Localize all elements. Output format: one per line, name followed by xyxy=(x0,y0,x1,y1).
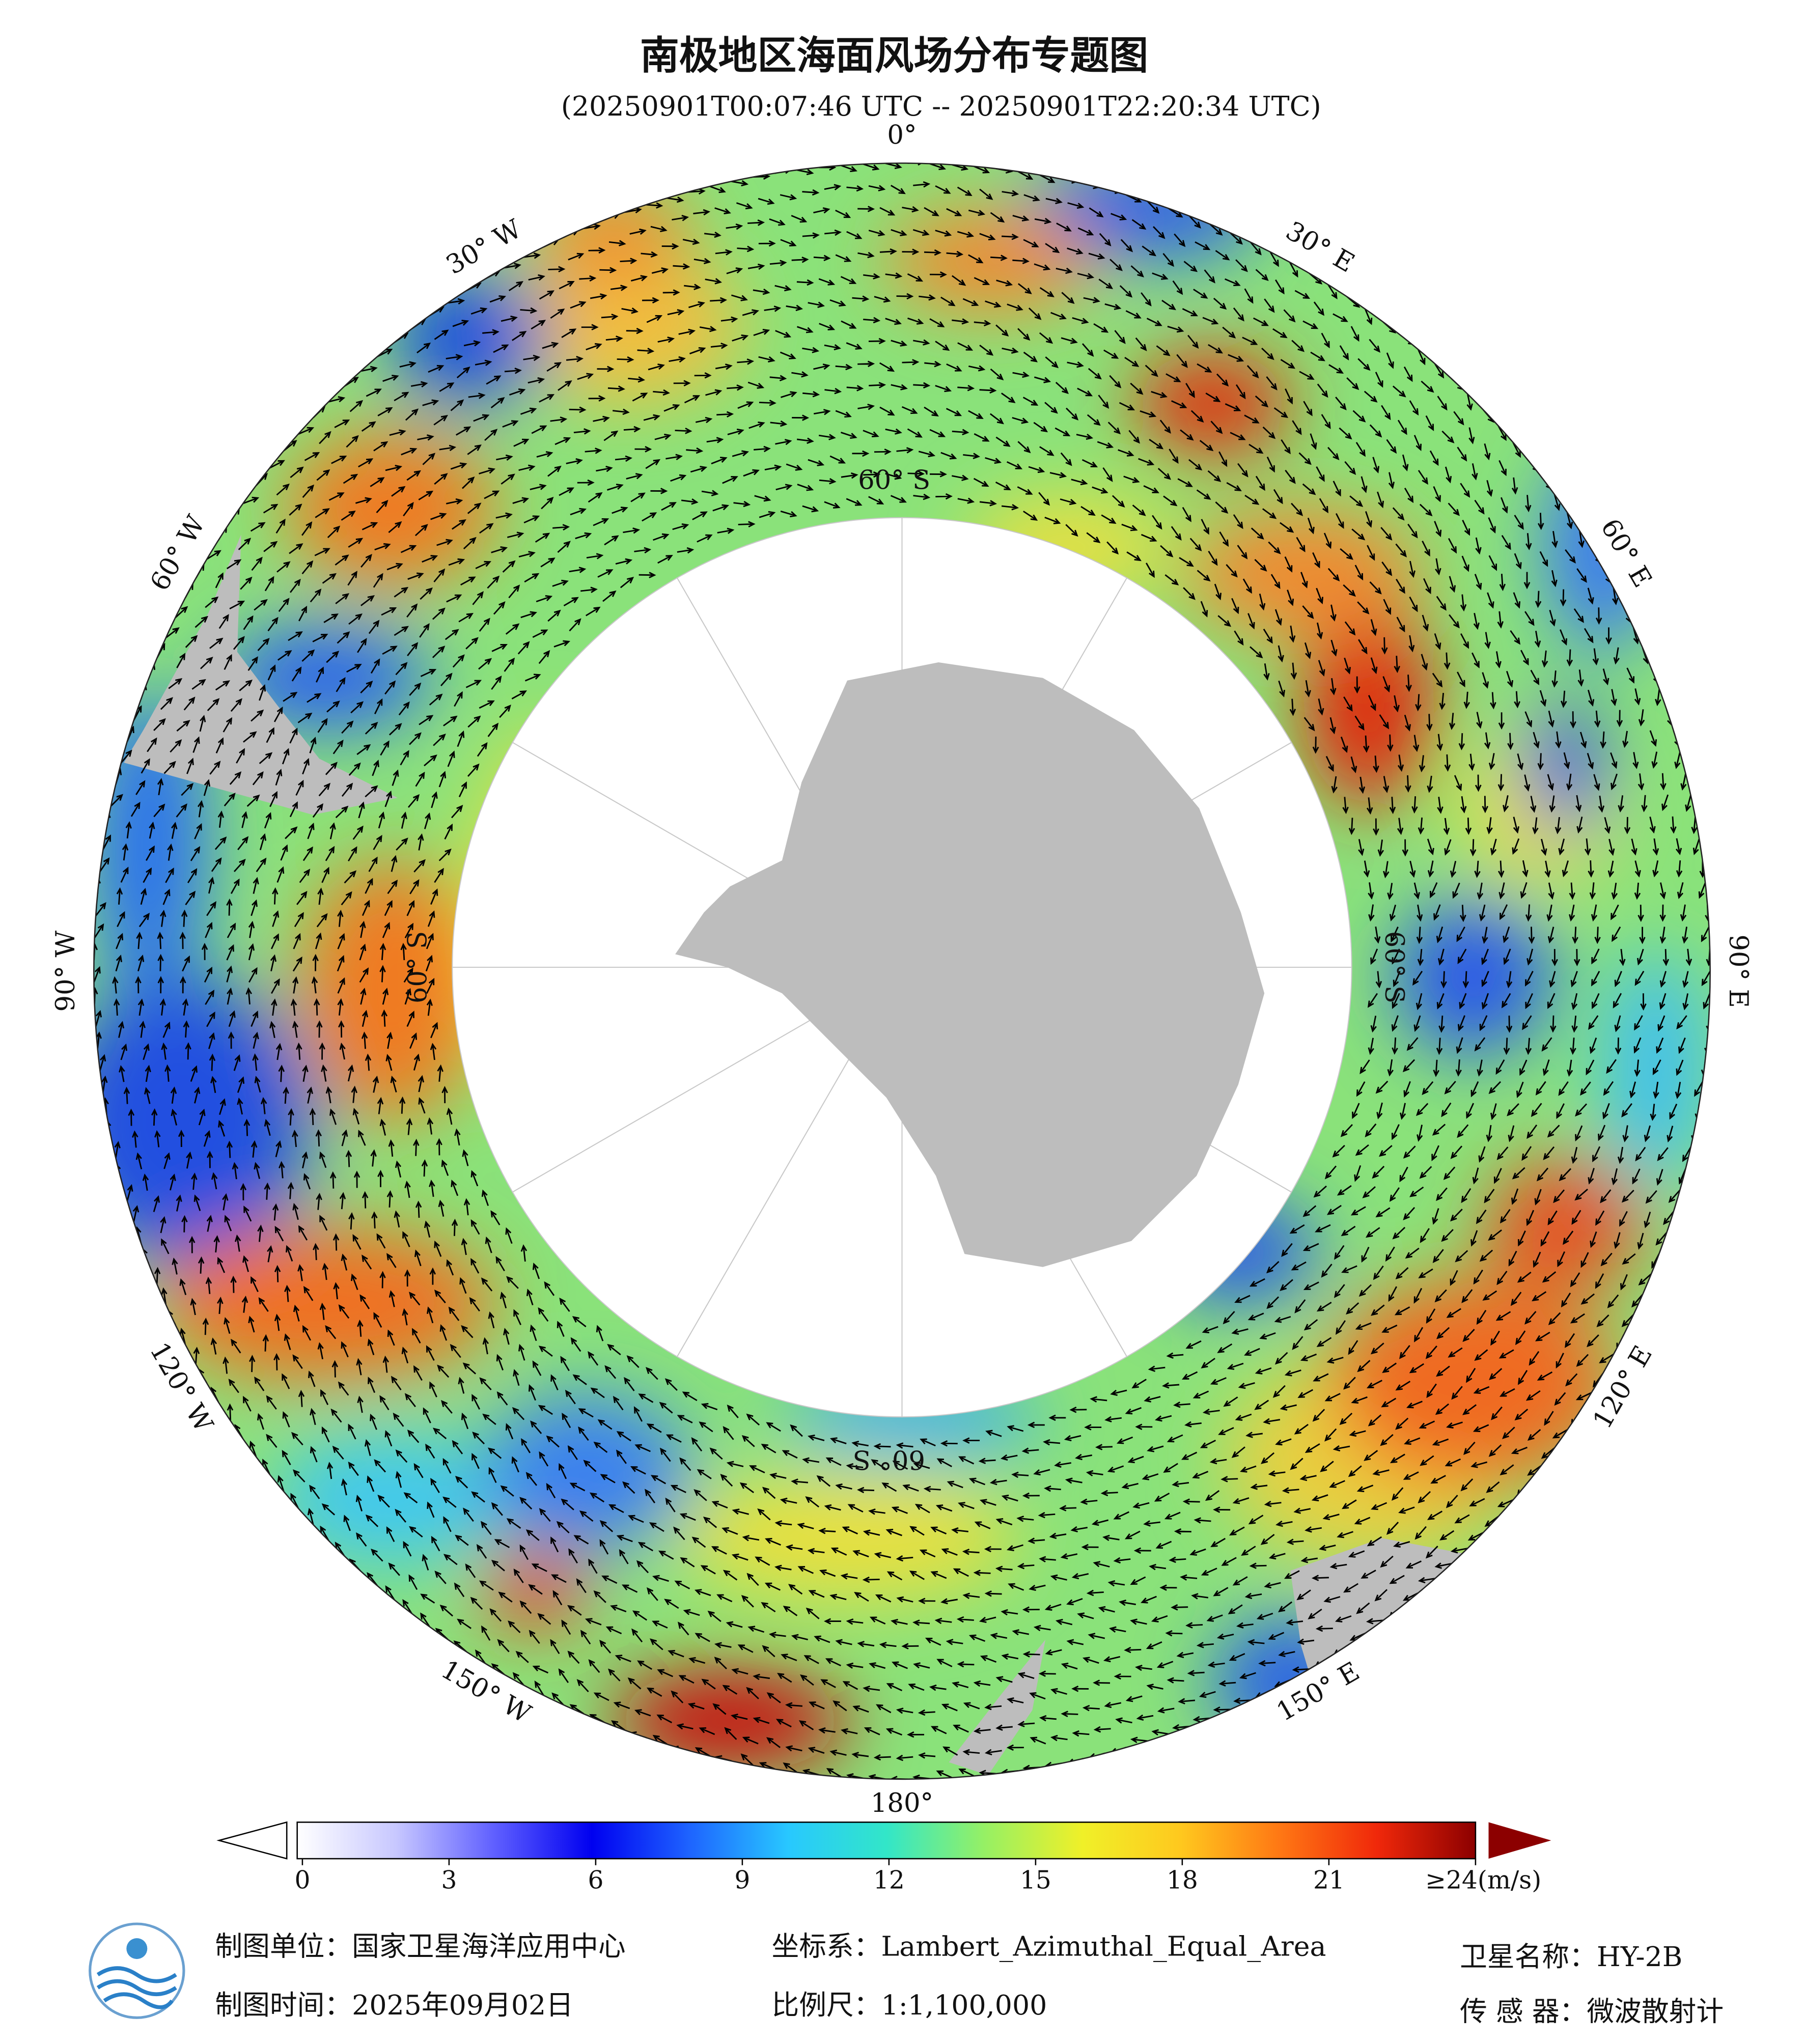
sensor: 传 感 器：微波散射计 xyxy=(1460,1996,1724,2028)
wind-speed-patch xyxy=(1486,1160,1643,1291)
colorbar-tick-label: 0 xyxy=(294,1866,310,1895)
colorbar: 0 3 6 9 12 15 18 21 ≥24(m/s) xyxy=(216,1821,1551,1895)
longitude-label: 0° xyxy=(887,120,917,150)
colorbar-min-arrow xyxy=(216,1821,288,1860)
latitude-label: 60° S xyxy=(853,1444,925,1475)
colorbar-tick-label: 18 xyxy=(1167,1866,1198,1895)
colorbar-tick-label: 3 xyxy=(441,1866,457,1895)
colorbar-max-arrow xyxy=(1488,1822,1551,1859)
map-border xyxy=(93,162,1711,1780)
title: 南极地区海面风场分布专题图 xyxy=(640,33,1148,79)
map-scale: 比例尺：1:1,100,000 xyxy=(772,1989,1047,2021)
wind-speed-patch xyxy=(886,209,1095,313)
colorbar-tick-label: ≥24(m/s) xyxy=(1425,1866,1541,1895)
wind-speed-patch xyxy=(299,860,483,1122)
production-date: 制图时间：2025年09月02日 xyxy=(215,1989,573,2021)
wind-speed-patch xyxy=(273,1434,509,1564)
longitude-label: 90° E xyxy=(1723,934,1754,1007)
longitude-label: 90° W xyxy=(50,930,81,1012)
colorbar-tick-label: 12 xyxy=(873,1866,905,1895)
wind-speed-patch xyxy=(1525,704,1603,834)
antarctica xyxy=(675,662,1265,1267)
logo xyxy=(89,1922,185,2019)
south-america xyxy=(124,535,398,815)
colorbar-tick-label: 9 xyxy=(734,1866,750,1895)
coordinate-system: 坐标系：Lambert_Azimuthal_Equal_Area xyxy=(772,1930,1326,1963)
satellite-name: 卫星名称：HY-2B xyxy=(1460,1941,1682,1973)
wind-speed-patch xyxy=(287,430,495,587)
wind-speed-patch xyxy=(678,1473,1017,1604)
wind-speed-patch xyxy=(156,1225,495,1382)
longitude-label: 180° xyxy=(871,1788,933,1818)
latitude-label: 60° S xyxy=(402,931,433,1003)
wind-speed-patch xyxy=(482,1551,587,1630)
wind-speed-patch xyxy=(1329,1277,1617,1486)
subtitle: (20250901T00:07:46 UTC -- 20250901T22:20… xyxy=(561,90,1321,122)
wind-arrows xyxy=(94,163,1710,1779)
wind-speed-patch xyxy=(508,247,743,405)
footer: 制图单位：国家卫星海洋应用中心 制图时间：2025年09月02日 坐标系：Lam… xyxy=(89,1922,1724,2028)
producer: 制图单位：国家卫星海洋应用中心 xyxy=(215,1930,625,1963)
colorbar-tick-label: 15 xyxy=(1020,1866,1051,1895)
latitude-label: 60° S xyxy=(1379,931,1409,1003)
colorbar-tick-label: 6 xyxy=(588,1866,603,1895)
wind-speed-patch xyxy=(482,1394,691,1551)
latitude-label: 60° S xyxy=(858,465,930,496)
wind-speed-patch xyxy=(1395,899,1551,1056)
colorbar-bar xyxy=(296,1822,1477,1860)
colorbar-tick-label: 21 xyxy=(1313,1866,1345,1895)
